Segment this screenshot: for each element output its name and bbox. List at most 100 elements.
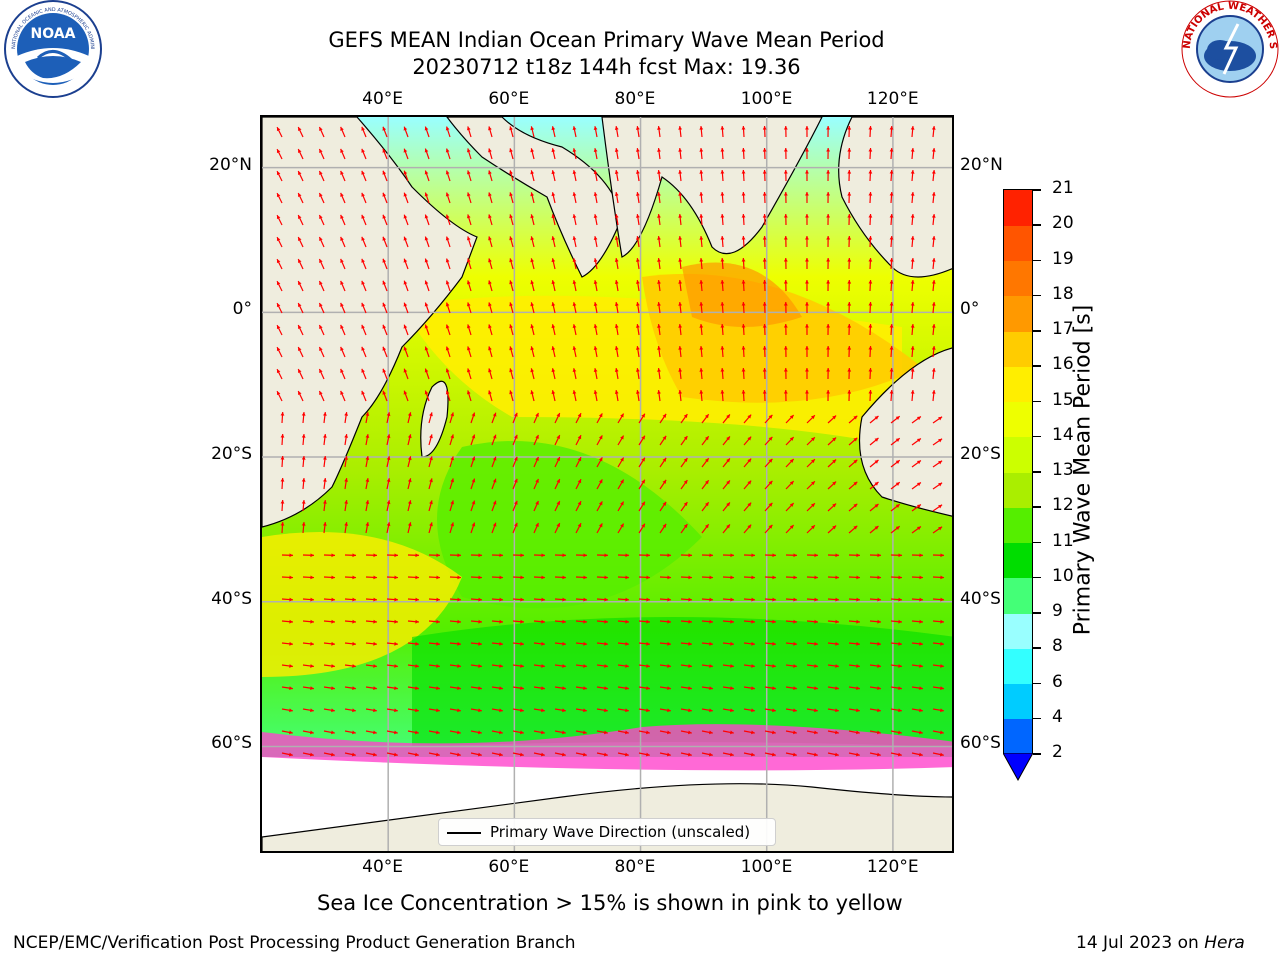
wave-direction-arrow	[889, 235, 894, 248]
wave-direction-arrow	[365, 456, 370, 468]
wave-direction-arrow	[617, 664, 629, 668]
wave-direction-arrow	[340, 302, 346, 314]
wave-direction-arrow	[720, 147, 725, 160]
wave-direction-arrow	[530, 258, 535, 270]
wave-direction-arrow	[699, 147, 704, 160]
wave-direction-arrow	[720, 301, 725, 314]
wave-direction-arrow	[554, 412, 561, 424]
wave-direction-arrow	[365, 708, 377, 713]
wave-direction-arrow	[596, 641, 608, 646]
wave-direction-arrow	[659, 435, 667, 446]
wave-direction-arrow	[848, 752, 860, 757]
lat-label-left: 60°S	[211, 733, 252, 754]
wave-direction-arrow	[722, 686, 734, 691]
colorbar-tick-label: 19	[1052, 248, 1074, 269]
wave-direction-arrow	[638, 597, 651, 602]
wave-direction-arrow	[596, 435, 603, 446]
wave-direction-arrow	[488, 324, 493, 336]
wave-direction-arrow	[302, 664, 314, 668]
wave-direction-arrow	[848, 686, 860, 691]
wave-direction-arrow	[361, 126, 367, 138]
wave-direction-arrow	[762, 235, 767, 248]
wave-direction-arrow	[403, 324, 409, 336]
wave-direction-arrow	[361, 214, 367, 226]
wave-direction-arrow	[340, 192, 346, 204]
wave-direction-arrow	[491, 752, 503, 757]
wave-direction-arrow	[445, 148, 451, 160]
wave-direction-arrow	[827, 415, 837, 424]
wave-direction-arrow	[491, 686, 503, 691]
wave-direction-arrow	[699, 169, 704, 182]
wave-direction-arrow	[659, 413, 667, 424]
wave-direction-arrow	[551, 346, 556, 358]
wave-direction-arrow	[869, 503, 879, 512]
wave-direction-arrow	[741, 389, 746, 402]
wave-direction-arrow	[318, 346, 325, 358]
wave-direction-arrow	[720, 257, 725, 270]
wave-direction-arrow	[889, 169, 894, 182]
wave-direction-arrow	[659, 501, 667, 512]
wave-direction-arrow	[785, 641, 797, 646]
wave-direction-arrow	[407, 708, 419, 713]
wave-direction-arrow	[783, 213, 788, 226]
wave-direction-arrow	[869, 708, 881, 713]
wave-direction-arrow	[403, 302, 409, 314]
wave-direction-arrow	[617, 553, 630, 558]
wave-direction-arrow	[488, 126, 493, 138]
wave-direction-arrow	[428, 730, 440, 735]
wave-direction-arrow	[361, 346, 367, 358]
wave-direction-arrow	[470, 708, 482, 713]
wave-direction-arrow	[512, 478, 518, 490]
wave-direction-arrow	[491, 553, 504, 558]
wave-direction-arrow	[340, 346, 346, 358]
colorbar-tick	[1033, 753, 1041, 755]
wave-direction-arrow	[826, 147, 831, 160]
wave-direction-arrow	[382, 170, 388, 182]
wave-direction-arrow	[638, 479, 646, 490]
wave-direction-arrow	[635, 368, 640, 380]
wave-direction-arrow	[783, 279, 788, 292]
wave-direction-arrow	[572, 126, 577, 138]
wave-direction-arrow	[614, 170, 619, 182]
wave-direction-arrow	[635, 148, 640, 160]
wave-direction-arrow	[530, 192, 535, 204]
wave-direction-arrow	[911, 641, 923, 646]
wave-direction-arrow	[512, 575, 525, 580]
wave-direction-arrow	[868, 389, 873, 402]
wave-direction-arrow	[680, 597, 693, 602]
wave-direction-arrow	[659, 523, 667, 534]
wave-direction-arrow	[407, 597, 420, 602]
wave-direction-arrow	[470, 641, 482, 646]
wave-direction-arrow	[764, 730, 776, 735]
wave-direction-arrow	[470, 664, 482, 668]
wave-direction-arrow	[554, 500, 561, 512]
wave-direction-arrow	[424, 126, 430, 138]
wave-direction-arrow	[635, 214, 640, 226]
lon-label-bottom: 100°E	[740, 857, 793, 877]
wave-direction-arrow	[488, 390, 493, 402]
wave-direction-arrow	[323, 752, 335, 757]
wave-direction-arrow	[428, 664, 440, 668]
wave-direction-arrow	[276, 192, 283, 204]
wave-direction-arrow	[445, 126, 451, 138]
wave-direction-arrow	[869, 619, 882, 624]
wave-direction-arrow	[344, 478, 349, 490]
wave-direction-arrow	[638, 730, 650, 735]
wave-direction-arrow	[911, 482, 922, 490]
wave-direction-arrow	[344, 522, 349, 534]
wave-direction-arrow	[659, 641, 671, 646]
africa-landmass	[262, 117, 478, 528]
wave-direction-arrow	[741, 191, 746, 204]
wave-direction-arrow	[449, 597, 462, 602]
wave-direction-arrow	[868, 213, 873, 226]
madagascar-landmass	[420, 380, 449, 458]
wave-direction-arrow	[635, 324, 640, 336]
wave-direction-arrow	[596, 708, 608, 713]
wave-direction-arrow	[386, 522, 391, 534]
wave-direction-arrow	[533, 553, 546, 558]
wave-direction-arrow	[911, 460, 922, 468]
wave-direction-arrow	[530, 148, 535, 160]
wave-direction-arrow	[826, 125, 831, 138]
wave-direction-arrow	[449, 553, 462, 558]
wave-direction-arrow	[340, 170, 346, 182]
